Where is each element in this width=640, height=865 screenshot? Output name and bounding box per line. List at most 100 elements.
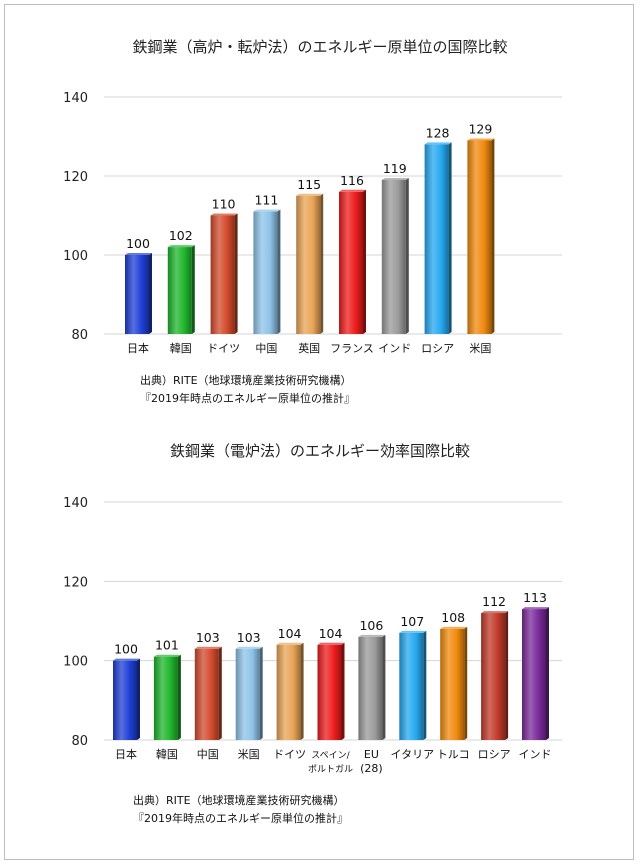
bar-side [491, 138, 495, 334]
bar [339, 191, 363, 334]
data-label: 115 [297, 177, 321, 192]
data-label: 101 [155, 638, 179, 653]
chart-title: 鉄鋼業（電炉法）のエネルギー効率国際比較 [170, 442, 470, 460]
bar [440, 628, 465, 740]
bar-top [235, 646, 263, 649]
source-note: 出典）RITE（地球環境産業技術研究機構） [133, 793, 345, 807]
data-label: 110 [212, 197, 236, 212]
x-tick-label: 米国 [238, 748, 260, 761]
bar-top [399, 630, 427, 633]
bar [276, 644, 301, 740]
x-tick-label: 中国 [197, 748, 219, 761]
y-tick-label: 120 [63, 575, 88, 590]
bar-top [522, 607, 549, 610]
bar [125, 255, 149, 334]
bar-group [467, 138, 495, 334]
data-label: 128 [426, 125, 450, 140]
bar-group [358, 634, 386, 740]
bar-group [235, 646, 263, 740]
y-tick-label: 100 [63, 249, 88, 264]
bar-side [505, 611, 509, 740]
bar [358, 636, 383, 740]
bar-side [149, 253, 152, 334]
bar-side [234, 213, 238, 334]
bar-top [481, 611, 509, 614]
bar-side [382, 634, 386, 740]
bar-top [317, 642, 345, 645]
bar-top [381, 177, 409, 180]
x-tick-label: ロシア [478, 748, 511, 761]
data-label: 116 [340, 173, 364, 188]
x-tick-label: トルコ [437, 748, 470, 761]
bar [467, 140, 492, 334]
x-tick-label: ドイツ [207, 342, 240, 355]
data-label: 100 [126, 236, 150, 251]
bar-top [467, 138, 495, 141]
source-title: 『2019年時点のエネルギー原単位の推計』 [133, 811, 348, 825]
bar-side [137, 658, 140, 740]
y-tick-label: 140 [63, 91, 88, 106]
data-label: 104 [319, 626, 343, 641]
bar-group [210, 213, 238, 334]
data-label: 106 [359, 618, 383, 633]
bar [153, 656, 178, 740]
bar-side [177, 654, 181, 740]
x-tick-label: スペイン/ [311, 751, 350, 761]
bar [381, 179, 406, 334]
x-tick-label: インド [378, 342, 411, 355]
bar-top [339, 189, 366, 192]
chart-1: 鉄鋼業（高炉・転炉法）のエネルギー原単位の国際比較 80 100 120 140 100 日… [63, 38, 562, 405]
data-label: 102 [169, 228, 193, 243]
x-tick-label: ロシア [421, 342, 454, 355]
bar [317, 644, 342, 740]
bar-group [424, 142, 452, 334]
data-label: 108 [441, 610, 465, 625]
bar-side [363, 189, 366, 334]
bar-group [522, 607, 549, 740]
chart-2: 鉄鋼業（電炉法）のエネルギー効率国際比較 80 100 120 140 100 日本 101 韓… [63, 442, 562, 825]
source-title: 『2019年時点のエネルギー原単位の推計』 [140, 391, 355, 405]
bar-group [253, 209, 281, 334]
data-label: 113 [523, 590, 547, 605]
x-tick-label: 中国 [255, 342, 277, 355]
bar-top [125, 253, 152, 255]
bar-group [113, 658, 140, 740]
data-label: 129 [468, 121, 492, 136]
data-label: 103 [196, 630, 220, 645]
bar-group [296, 193, 324, 334]
x-tick-label: 日本 [127, 341, 149, 355]
bar-group [153, 654, 181, 740]
bar [296, 195, 321, 334]
bar [522, 609, 546, 740]
bar-top [296, 193, 324, 196]
bar-top [194, 646, 222, 649]
bar-side [259, 646, 263, 740]
bar-top [153, 654, 181, 657]
y-tick-label: 140 [63, 496, 88, 511]
y-tick-label: 100 [63, 655, 88, 670]
bar-top [167, 245, 195, 248]
x-tick-label: インド [519, 748, 552, 761]
bar [399, 632, 424, 740]
data-label: 104 [278, 626, 302, 641]
x-tick-label: 日本 [115, 747, 137, 761]
x-tick-label: 英国 [298, 341, 320, 355]
bar-side [546, 607, 549, 740]
bar-side [277, 209, 281, 334]
bar-side [423, 630, 427, 740]
bar [253, 211, 278, 334]
bar [113, 660, 137, 740]
bar-group [381, 177, 409, 334]
data-label: 112 [482, 594, 506, 609]
bar-side [341, 642, 345, 740]
bar-side [320, 193, 324, 334]
bar-group [399, 630, 427, 740]
bar-group [194, 646, 222, 740]
bar [424, 144, 449, 334]
bar-side [218, 646, 222, 740]
data-label: 119 [383, 161, 407, 176]
bar-side [300, 642, 304, 740]
bar-group [339, 189, 366, 334]
bar-side [405, 177, 409, 334]
